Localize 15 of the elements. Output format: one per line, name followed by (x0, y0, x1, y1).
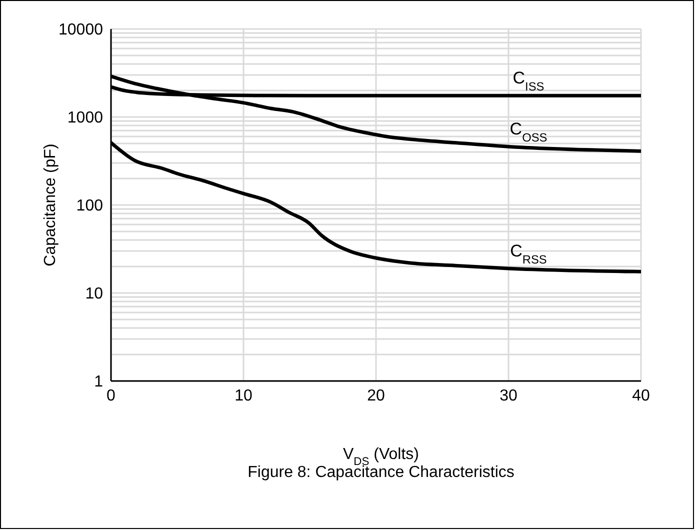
y-tick-label: 10000 (58, 22, 104, 39)
y-tick-label: 10 (85, 286, 104, 303)
y-tick-label: 1 (94, 374, 104, 391)
series-label: C$_{OSS}$ (510, 120, 548, 145)
y-tick-label: 100 (76, 198, 104, 215)
x-tick-label: 0 (106, 387, 116, 404)
y-tick-label: 1000 (67, 110, 104, 127)
series-label: C$_{ISS}$ (512, 68, 544, 94)
x-tick-label: 40 (632, 387, 650, 404)
x-tick-label: 30 (500, 387, 518, 404)
x-tick-label: 10 (234, 387, 252, 404)
x-tick-label: 20 (367, 387, 385, 404)
y-axis-title: Capacitance (pF) (42, 144, 59, 266)
series-label: C$_{RSS}$ (510, 241, 547, 266)
caption: Figure 8: Capacitance Characteristics (248, 464, 514, 481)
